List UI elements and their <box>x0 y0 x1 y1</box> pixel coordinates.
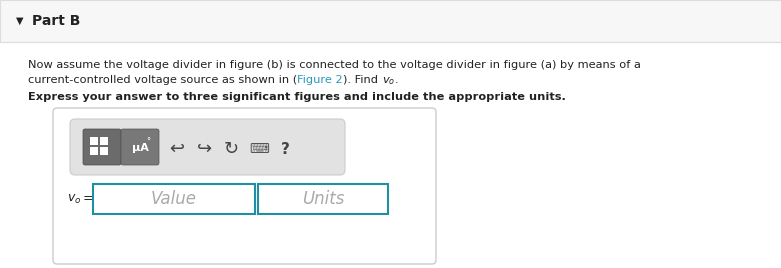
Text: Figure 2: Figure 2 <box>298 75 343 85</box>
Text: ?: ? <box>280 142 290 157</box>
FancyBboxPatch shape <box>100 147 108 155</box>
Text: ↩: ↩ <box>169 140 184 158</box>
FancyBboxPatch shape <box>83 129 121 165</box>
FancyBboxPatch shape <box>90 147 98 155</box>
Text: $v_o$: $v_o$ <box>67 192 81 206</box>
Text: ). Find: ). Find <box>343 75 381 85</box>
Text: Express your answer to three significant figures and include the appropriate uni: Express your answer to three significant… <box>28 92 566 102</box>
Text: ▼: ▼ <box>16 16 23 26</box>
Text: °: ° <box>146 137 150 147</box>
Text: μΑ: μΑ <box>131 143 148 153</box>
FancyBboxPatch shape <box>0 0 781 42</box>
FancyBboxPatch shape <box>93 184 255 214</box>
Text: ↪: ↪ <box>198 140 212 158</box>
Text: ↻: ↻ <box>223 140 238 158</box>
Text: =: = <box>83 192 94 206</box>
FancyBboxPatch shape <box>90 137 98 145</box>
Text: Now assume the voltage divider in figure (b) is connected to the voltage divider: Now assume the voltage divider in figure… <box>28 60 641 70</box>
Text: $v_o$: $v_o$ <box>381 75 394 87</box>
Text: .: . <box>394 75 398 85</box>
FancyBboxPatch shape <box>70 119 345 175</box>
Text: current-controlled voltage source as shown in (: current-controlled voltage source as sho… <box>28 75 298 85</box>
Text: Value: Value <box>151 190 197 208</box>
Text: ⌨: ⌨ <box>249 142 269 156</box>
FancyBboxPatch shape <box>121 129 159 165</box>
Text: Units: Units <box>301 190 344 208</box>
FancyBboxPatch shape <box>100 137 108 145</box>
FancyBboxPatch shape <box>258 184 388 214</box>
FancyBboxPatch shape <box>53 108 436 264</box>
Text: Part B: Part B <box>32 14 80 28</box>
